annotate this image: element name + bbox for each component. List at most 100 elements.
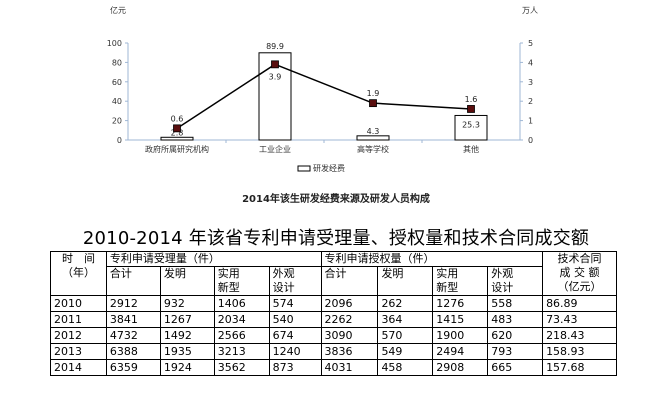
table-row: 2011 3841 1267 2034 540 2262 364 1415 48… xyxy=(50,311,617,328)
grant-utility-cell: 1415 xyxy=(432,311,489,328)
table-row: 2012 4732 1492 2566 674 3090 570 1900 62… xyxy=(50,327,617,344)
app-invention-cell: 1492 xyxy=(159,327,215,344)
legend-swatch xyxy=(297,165,311,172)
app-design-cell: 674 xyxy=(268,327,322,344)
left-tick-label: 40 xyxy=(112,97,122,106)
left-tick-label: 20 xyxy=(112,117,122,126)
app-invention-cell: 1924 xyxy=(159,359,215,376)
right-tick-label: 2 xyxy=(528,97,533,106)
app-design-cell: 540 xyxy=(268,311,322,328)
line-marker-1 xyxy=(173,124,181,133)
table-row: 2010 2912 932 1406 574 2096 262 1276 558… xyxy=(50,295,617,312)
app-utility-cell: 2566 xyxy=(213,327,270,344)
right-tick-label: 4 xyxy=(528,58,533,67)
grant-utility-header-line1: 实用 xyxy=(436,267,459,280)
grant-design-cell: 620 xyxy=(487,327,544,344)
time-header-cell: 时 间 （年） xyxy=(50,251,107,296)
grant-design-cell: 665 xyxy=(487,359,544,376)
app-design-header-line2: 设计 xyxy=(272,281,295,294)
time-header: 时 间 xyxy=(61,252,95,265)
contract-cell: 157.68 xyxy=(542,359,617,376)
app-invention-cell: 932 xyxy=(159,295,215,312)
contract-cell: 158.93 xyxy=(542,343,617,360)
contract-header-cell: 技术合同 成 交 额 （亿元） xyxy=(542,251,617,296)
year-cell: 2014 xyxy=(50,359,107,376)
category-label: 高等学校 xyxy=(357,144,389,154)
right-axis-unit: 万人 xyxy=(522,6,538,15)
line-value-label: 1.6 xyxy=(465,95,478,104)
grant-design-cell: 558 xyxy=(487,295,544,312)
app-total-cell: 6359 xyxy=(105,359,161,376)
line-value-label: 3.9 xyxy=(269,72,282,81)
app-design-header: 外观 设计 xyxy=(268,266,322,296)
bar-value-label: 4.3 xyxy=(367,127,380,136)
grant-invention-cell: 364 xyxy=(377,311,434,328)
year-cell: 2010 xyxy=(50,295,107,312)
app-design-header-line1: 外观 xyxy=(272,267,295,280)
grant-total-header: 合计 xyxy=(320,266,379,296)
app-total-cell: 2912 xyxy=(105,295,161,312)
grant-utility-header: 实用 新型 xyxy=(432,266,489,296)
grant-total-cell: 3090 xyxy=(320,327,379,344)
grant-utility-cell: 2494 xyxy=(432,343,489,360)
contract-cell: 86.89 xyxy=(542,295,617,312)
grant-invention-cell: 570 xyxy=(377,327,434,344)
grant-invention-cell: 549 xyxy=(377,343,434,360)
line-value-label: 1.9 xyxy=(367,89,380,98)
grant-invention-header: 发明 xyxy=(377,266,434,296)
legend-label: 研发经费 xyxy=(313,163,345,173)
left-tick-label: 60 xyxy=(112,78,122,87)
grant-design-header: 外观 设计 xyxy=(487,266,544,296)
contract-header-line2: 成 交 额 xyxy=(559,266,600,279)
bar-value-label: 89.9 xyxy=(266,42,284,51)
left-tick-label: 0 xyxy=(117,136,122,145)
grant-design-header-line1: 外观 xyxy=(491,267,514,280)
bar-3 xyxy=(356,135,390,141)
grant-total-cell: 2096 xyxy=(320,295,379,312)
grant-invention-cell: 262 xyxy=(377,295,434,312)
right-tick-label: 5 xyxy=(528,39,533,48)
app-design-cell: 873 xyxy=(268,359,322,376)
app-invention-cell: 1935 xyxy=(159,343,215,360)
app-design-cell: 1240 xyxy=(268,343,322,360)
app-utility-header-line2: 新型 xyxy=(217,281,240,294)
app-total-cell: 3841 xyxy=(105,311,161,328)
year-cell: 2013 xyxy=(50,343,107,360)
category-label: 其他 xyxy=(463,144,479,154)
line-series xyxy=(176,63,472,129)
grant-group-header: 专利申请授权量（件） xyxy=(320,251,544,267)
bar-2 xyxy=(258,52,292,141)
grant-utility-header-line2: 新型 xyxy=(436,281,459,294)
bar-value-label: 2.8 xyxy=(171,128,184,137)
contract-cell: 218.43 xyxy=(542,327,617,344)
app-total-cell: 6388 xyxy=(105,343,161,360)
grant-utility-cell: 1900 xyxy=(432,327,489,344)
app-utility-cell: 3213 xyxy=(213,343,270,360)
contract-cell: 73.43 xyxy=(542,311,617,328)
table-title: 2010-2014 年该省专利申请受理量、授权量和技术合同成交额 xyxy=(82,228,590,249)
app-utility-header: 实用 新型 xyxy=(213,266,270,296)
table-row: 2014 6359 1924 3562 873 4031 458 2908 66… xyxy=(50,359,617,376)
app-total-cell: 4732 xyxy=(105,327,161,344)
contract-header-line1: 技术合同 xyxy=(557,252,602,265)
grant-design-header-line2: 设计 xyxy=(491,281,514,294)
grant-utility-cell: 1276 xyxy=(432,295,489,312)
application-group-header: 专利申请受理量（件） xyxy=(105,251,322,267)
contract-header-line3: （亿元） xyxy=(557,280,602,293)
line-value-label: 0.6 xyxy=(171,114,184,123)
app-utility-cell: 3562 xyxy=(213,359,270,376)
combo-chart: 亿元 万人 0 20 40 60 80 100 0 1 2 3 4 5 政府所属研究机构 工业企业 高等学校 其他… xyxy=(107,5,538,173)
table-row: 2013 6388 1935 3213 1240 3836 549 2494 7… xyxy=(50,343,617,360)
bar-4 xyxy=(454,114,488,141)
category-label: 政府所属研究机构 xyxy=(145,144,209,154)
bar-1 xyxy=(160,136,194,141)
chart-caption: 2014年该生研发经费来源及研发人员构成 xyxy=(242,194,430,205)
category-label: 工业企业 xyxy=(259,144,291,154)
grant-design-cell: 793 xyxy=(487,343,544,360)
table-header-row-1: 时 间 （年） 专利申请受理量（件） 专利申请授权量（件） 技术合同 成 交 额… xyxy=(50,251,617,296)
bar-value-label: 25.3 xyxy=(462,120,480,129)
left-tick-label: 100 xyxy=(107,39,122,48)
grant-total-cell: 4031 xyxy=(320,359,379,376)
line-marker-4 xyxy=(467,105,475,113)
app-invention-cell: 1267 xyxy=(159,311,215,328)
